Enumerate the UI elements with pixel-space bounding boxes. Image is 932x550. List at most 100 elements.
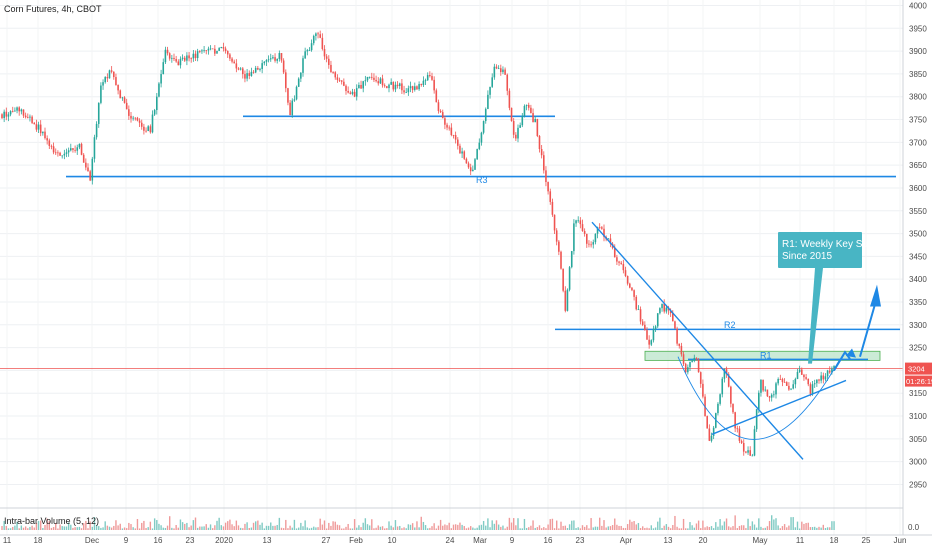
volume-bar (747, 518, 749, 530)
candle-body (807, 378, 810, 385)
candle-body (762, 379, 764, 391)
volume-bar (573, 520, 575, 530)
volume-bar (384, 528, 386, 530)
candle-body (708, 428, 711, 441)
candle-body (74, 149, 76, 151)
volume-bar (796, 521, 799, 530)
volume-bar (826, 527, 829, 530)
volume-bar (568, 524, 571, 530)
volume-bar (513, 518, 515, 530)
volume-bar (98, 526, 100, 530)
volume-bar (706, 526, 708, 530)
candle-body (570, 251, 573, 268)
y-tick-label: 3650 (909, 161, 927, 170)
x-tick-label: 10 (388, 536, 397, 545)
candle-body (328, 58, 330, 65)
volume-bar (497, 524, 500, 530)
volume-bar (534, 527, 536, 530)
volume-bar (715, 522, 717, 530)
volume-bar (721, 525, 723, 530)
volume-bar (665, 524, 668, 530)
volume-bar (824, 528, 827, 530)
candle-body (401, 83, 403, 91)
x-tick-label: 16 (154, 536, 163, 545)
volume-bar (248, 528, 250, 530)
candle-body (669, 310, 672, 314)
volume-bar (822, 524, 824, 530)
candle-body (381, 78, 384, 86)
volume-bar (773, 519, 775, 530)
candle-body (665, 307, 668, 312)
candle-body (577, 220, 579, 222)
volume-bar (667, 526, 670, 530)
candle-body (336, 77, 339, 80)
volume-bar (463, 526, 465, 530)
volume-bar (377, 525, 379, 530)
callout-box[interactable]: R1: Weekly Key Support Since 2015 (778, 232, 891, 268)
candle-body (392, 82, 395, 90)
volume-bar (272, 525, 274, 530)
candle-body (355, 88, 358, 97)
candle-body (491, 77, 493, 87)
candle-body (568, 267, 571, 290)
candle-body (598, 227, 601, 229)
volume-bar (551, 518, 554, 530)
candle-body (220, 47, 223, 49)
candle-body (478, 142, 481, 150)
volume-bar (474, 528, 476, 530)
volume-bar (57, 528, 59, 530)
volume-bar (734, 515, 736, 530)
candle-body (373, 77, 375, 80)
x-tick-label: 23 (186, 536, 195, 545)
volume-bar (517, 518, 519, 530)
candles (1, 30, 835, 457)
level-lines (0, 115, 903, 369)
candle-body (424, 80, 427, 82)
candle-body (188, 55, 190, 59)
candle-body (280, 53, 283, 61)
candle-body (727, 374, 730, 387)
volume-bar (366, 524, 369, 530)
volume-bar (416, 521, 418, 530)
time-axis[interactable]: 11 18 Dec 9 16 23 2020 13 27 Feb 10 24 Mar 9 16 23 Apr 13… (0, 534, 932, 545)
candle-body (536, 119, 539, 137)
candle-body (123, 97, 126, 103)
volume-bar (356, 527, 358, 530)
symbol-title: Corn Futures, 4h, CBOT (4, 4, 102, 14)
volume-bar (276, 524, 278, 530)
candle-body (781, 379, 784, 383)
candle-body (233, 61, 235, 64)
candle-body (138, 120, 141, 123)
volume-bar (7, 528, 10, 530)
volume-bar (639, 528, 642, 530)
candle-body (130, 115, 132, 119)
candle-body (489, 86, 491, 95)
volume-bar (341, 528, 343, 530)
candle-body (519, 125, 521, 128)
volume-bar (420, 516, 422, 530)
candle-body (794, 378, 797, 385)
volume-bar (682, 518, 685, 530)
volume-bar (603, 520, 605, 530)
candle-body (82, 154, 85, 163)
candle-body (693, 357, 696, 361)
volume-bar (143, 520, 145, 530)
candle-body (702, 383, 704, 397)
volume-bar (545, 528, 547, 530)
candle-body (766, 389, 769, 397)
volume-bar (599, 517, 601, 530)
candle-body (493, 66, 496, 78)
volume-bar (214, 525, 216, 530)
candle-body (543, 155, 545, 171)
candle-body (482, 121, 485, 133)
volume-bar (218, 517, 220, 530)
candle-body (833, 365, 835, 369)
y-tick-label: 3750 (909, 116, 927, 125)
candle-body (5, 111, 8, 117)
volume-bar (306, 527, 308, 530)
candle-body (721, 378, 724, 395)
candle-body (749, 450, 751, 456)
volume-bar (190, 525, 192, 530)
candle-body (250, 71, 253, 76)
